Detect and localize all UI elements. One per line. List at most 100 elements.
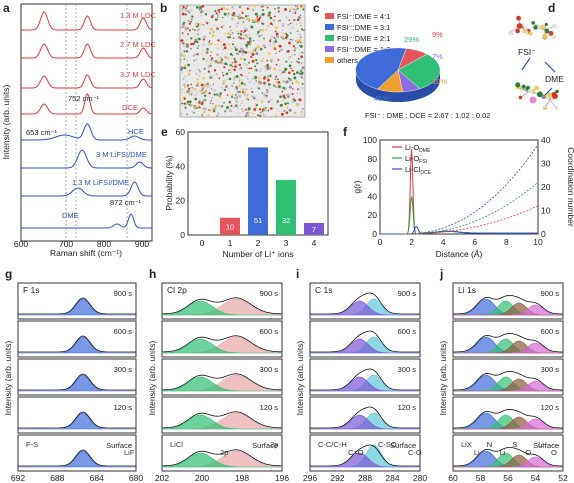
atom [299,41,302,43]
atom [212,31,215,33]
atom [238,94,242,98]
atom [287,58,290,60]
atom [216,47,220,50]
atom [299,36,302,39]
row-label: 120 s [398,403,417,412]
atom [290,67,292,70]
panel-c-label: c [313,1,320,15]
atom [186,90,190,94]
atom [289,38,291,40]
atom [516,23,523,29]
xps-envelope [18,411,136,429]
atom [203,76,205,79]
atom [233,63,236,66]
atom [226,106,229,109]
atom [275,33,278,36]
atom [209,109,212,112]
legend-item: Li-ODME [405,143,431,154]
atom [231,95,234,98]
xps-row-frame [161,320,283,358]
atom [214,10,217,13]
atom [196,81,200,85]
atom [270,58,273,61]
atom [292,72,296,76]
atom [515,82,521,88]
atom [212,88,216,92]
atom [243,26,246,29]
atom [548,30,554,36]
md-snapshot-molecules [180,4,305,118]
atom [200,92,204,95]
xps-annotation: Li [538,440,544,449]
atom [241,19,244,22]
atom [190,20,192,23]
xps-row-frame [452,358,564,396]
atom [201,9,203,11]
atom [255,59,258,62]
atom [262,9,264,12]
atom [240,81,244,85]
atom [235,96,239,99]
atom [296,40,299,43]
xps-row-frame [17,396,137,434]
atom [299,14,302,16]
atom [199,14,203,17]
annotation: 752 cm⁻¹ [68,94,100,103]
atom [254,69,256,71]
atom [213,24,216,27]
atom [544,28,550,34]
atom [518,95,523,100]
atom [533,25,538,30]
xps-envelope [162,373,282,391]
atom [248,72,250,74]
atom [298,88,301,90]
atom [291,93,294,96]
atom [245,97,249,100]
atom [269,38,272,41]
atom [233,68,236,72]
atom [261,28,265,32]
atom [274,77,277,81]
xps-annotation: 2p [270,440,278,449]
xps-component [310,452,420,468]
solvation-structure [508,15,559,110]
atom [299,103,301,106]
panel-a-traces [21,11,153,229]
atom [516,15,521,21]
xps-annotation: C-O [408,448,422,457]
atom [291,69,294,72]
atom [200,53,203,55]
atom [300,113,302,115]
atom [239,112,241,115]
pie-pct: 45% [374,94,389,103]
trace-label: 3 M LiFSI/DME [96,150,147,159]
atom [250,67,253,70]
atom [248,33,251,36]
atom [206,82,210,86]
atom [212,102,214,105]
atom [216,115,218,117]
atom [221,20,224,23]
x-tick: 58 [476,473,486,483]
atom [275,63,278,66]
atom [254,106,258,109]
atom [223,24,225,27]
atom [291,88,294,90]
atom [203,108,207,111]
xps-row-frame [452,434,564,472]
row-label: 300 s [541,365,560,374]
atom [264,46,267,49]
atom [192,42,195,46]
x-tick: 8 [504,237,509,247]
y-tick: 40 [176,161,186,171]
atom [291,100,294,103]
row-label: 900 s [260,289,279,298]
trace-label: DME [62,211,79,220]
atom [292,98,295,101]
atom [180,112,183,115]
xps-ylabel: Intensity (arb. units) [438,341,448,416]
atom [186,5,188,8]
mol-label-dme: DME [545,74,564,84]
row-label: 600 s [541,327,560,336]
atom [198,37,201,41]
